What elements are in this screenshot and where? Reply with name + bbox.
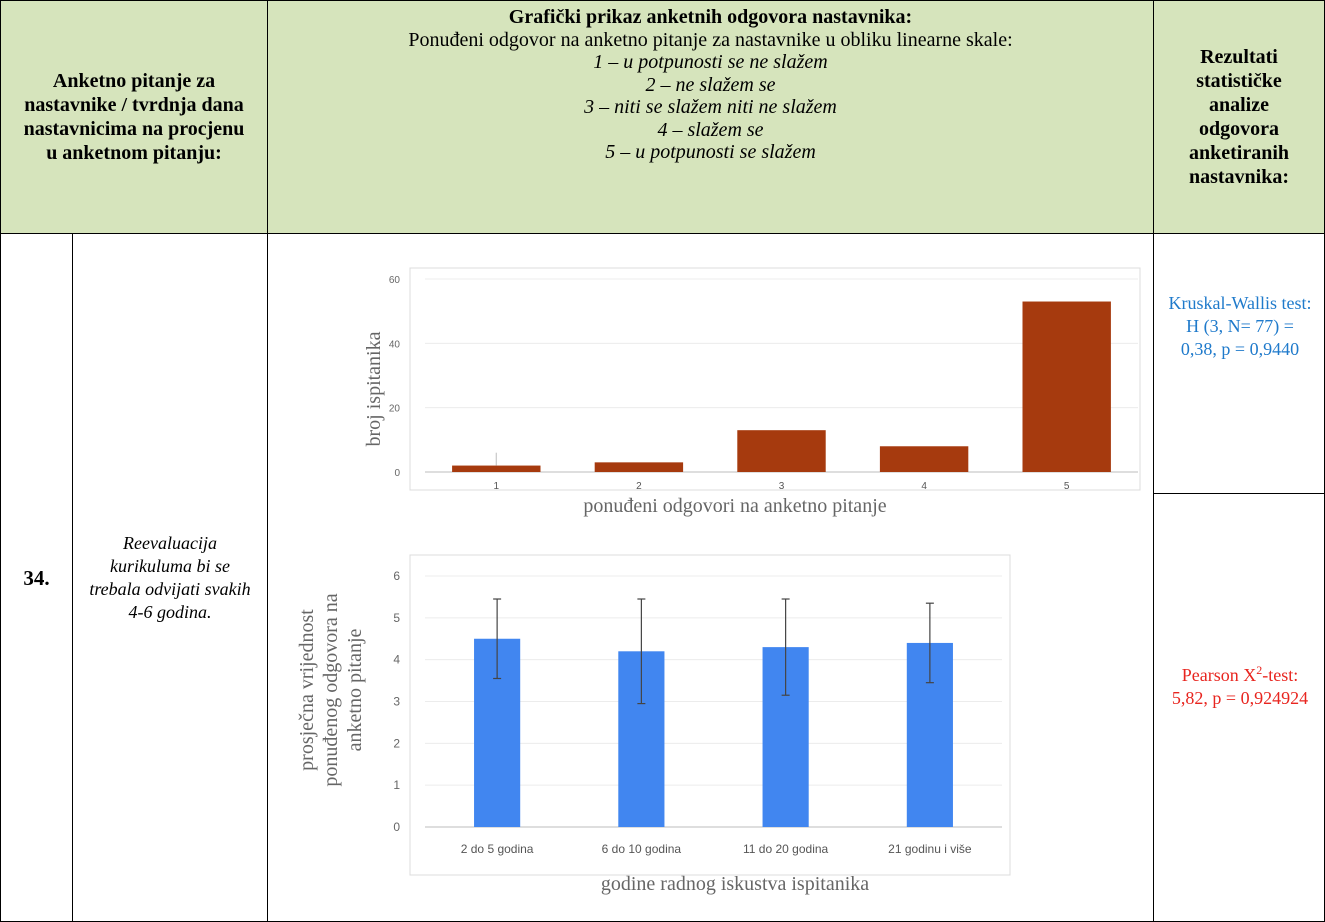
x-tick-label: 21 godinu i više: [888, 842, 972, 856]
scale-item-5: 5 – u potpunosti se slažem: [605, 141, 816, 163]
header-chart-subtitle: Ponuđeni odgovor na anketno pitanje za n…: [408, 28, 1013, 51]
y-axis-title: broj ispitanika: [363, 331, 385, 446]
scale-item-2: 2 – ne slažem se: [645, 73, 776, 96]
scale-item-3: 3 – niti se slažem niti ne slažem: [584, 96, 837, 118]
x-tick-label: 11 do 20 godina: [743, 842, 829, 856]
x-tick-label: 1: [494, 481, 500, 492]
y-tick-label: 1: [393, 778, 400, 792]
y-tick-label: 0: [394, 468, 400, 479]
header-results: Rezultati statističke analize odgovora a…: [1154, 1, 1324, 233]
pearson-text-pre: Pearson X: [1181, 665, 1257, 685]
x-tick-label: 3: [779, 481, 785, 492]
kruskal-text: Kruskal-Wallis test: H (3, N= 77) = 0,38…: [1168, 293, 1312, 359]
row-number: 34.: [1, 234, 72, 922]
y-tick-label: 3: [393, 695, 400, 709]
x-axis-title: godine radnog iskustva ispitanika: [601, 873, 869, 895]
bar-5: [1022, 301, 1111, 472]
pearson-superscript: 2: [1256, 663, 1263, 677]
pearson-text-post: -test: 5,82, p = 0,924924: [1171, 665, 1309, 708]
bar-1: [452, 465, 541, 472]
y-tick-label: 2: [393, 736, 400, 750]
y-tick-label: 4: [393, 653, 400, 667]
x-tick-label: 4: [921, 481, 927, 492]
y-tick-label: 60: [389, 275, 401, 286]
row-statement: Reevaluacija kurikuluma bi se trebala od…: [73, 234, 267, 922]
scale-item-4: 4 – slažem se: [657, 118, 764, 141]
bar-3: [737, 430, 826, 472]
experience-bar-chart: 0 1 2 3 4 5 6 2 do 5 godina 6 do 10 godina 11 do …: [296, 554, 1011, 895]
y-axis-title: prosječna vrijednost ponuđenog odgovora n…: [296, 593, 366, 786]
responses-bar-chart: 0 20 40 60 1 2 3 4 5 ponuđeni odgovori na anketno…: [363, 267, 1141, 517]
header-results-text: Rezultati statističke analize odgovora a…: [1188, 46, 1290, 188]
y-tick-label: 6: [393, 569, 400, 583]
row-number-text: 34.: [23, 565, 50, 590]
x-axis-title: ponuđeni odgovori na anketno pitanje: [583, 495, 886, 517]
statement-text: Reevaluacija kurikuluma bi se trebala od…: [89, 533, 251, 622]
x-tick-label: 6 do 10 godina: [602, 842, 682, 856]
y-tick-label: 40: [389, 339, 401, 350]
header-question: Anketno pitanje za nastavnike / tvrdnja …: [1, 1, 267, 233]
bar-2: [594, 462, 684, 472]
header-question-text: Anketno pitanje za nastavnike / tvrdnja …: [23, 70, 245, 164]
pearson-result: Pearson X2-test: 5,82, p = 0,924924: [1166, 659, 1314, 710]
y-tick-label: 5: [393, 611, 400, 625]
kruskal-result: Kruskal-Wallis test: H (3, N= 77) = 0,38…: [1166, 292, 1314, 361]
bar-4: [879, 446, 969, 472]
header-chart: Grafički prikaz anketnih odgovora nastav…: [268, 1, 1153, 233]
header-chart-title: Grafički prikaz anketnih odgovora nastav…: [508, 6, 913, 28]
y-tick-label: 0: [393, 820, 400, 834]
y-tick-label: 20: [389, 404, 401, 415]
x-tick-label: 2: [636, 481, 642, 492]
x-tick-label: 2 do 5 godina: [461, 842, 534, 856]
x-tick-label: 5: [1064, 481, 1070, 492]
scale-item-1: 1 – u potpunosti se ne slažem: [593, 51, 828, 73]
